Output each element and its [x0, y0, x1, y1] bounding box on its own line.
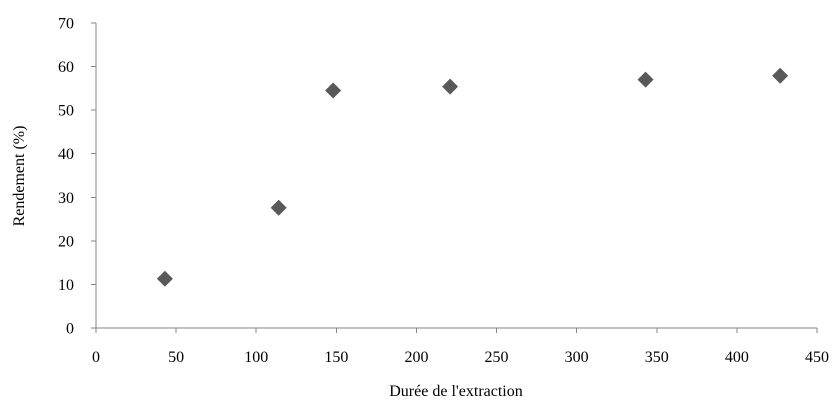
plot-area: 0 10 20 30 40 50 60 70 0 50 100 150 200 250 300 350 400…: [58, 16, 829, 367]
x-tick-label: 250: [485, 349, 509, 366]
x-tick-label: 200: [404, 349, 428, 366]
data-point-diamond: [637, 71, 654, 88]
y-tick-label: 10: [58, 277, 74, 294]
x-tick-label: 100: [244, 349, 268, 366]
x-tick-label: 150: [324, 349, 348, 366]
x-tick-label: 0: [92, 349, 100, 366]
data-point-diamond: [270, 199, 287, 216]
x-axis-ticks: 0 50 100 150 200 250 300 350 400 450: [92, 328, 829, 366]
y-axis-ticks: 0 10 20 30 40 50 60 70: [58, 16, 96, 338]
data-point-diamond: [442, 78, 459, 95]
y-tick-label: 70: [58, 16, 74, 33]
x-tick-label: 400: [725, 349, 749, 366]
x-tick-label: 300: [565, 349, 589, 366]
y-tick-label: 50: [58, 103, 74, 120]
x-tick-label: 350: [645, 349, 669, 366]
y-tick-label: 30: [58, 190, 74, 207]
y-tick-label: 60: [58, 59, 74, 76]
y-tick-label: 40: [58, 146, 74, 163]
data-point-diamond: [772, 67, 789, 84]
data-points: [156, 67, 789, 287]
x-tick-label: 50: [168, 349, 184, 366]
x-axis-title: Durée de l'extraction: [389, 383, 522, 400]
data-point-diamond: [325, 82, 342, 99]
data-point-diamond: [156, 270, 173, 287]
x-tick-label: 450: [805, 349, 829, 366]
y-tick-label: 20: [58, 233, 74, 250]
y-axis-title: Rendement (%): [11, 126, 28, 227]
y-tick-label: 0: [66, 321, 74, 338]
